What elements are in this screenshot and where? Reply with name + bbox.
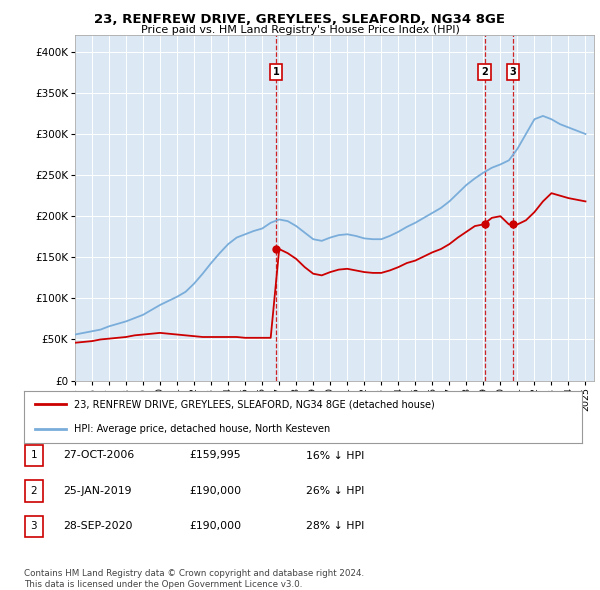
- Text: 27-OCT-2006: 27-OCT-2006: [63, 451, 134, 460]
- Text: This data is licensed under the Open Government Licence v3.0.: This data is licensed under the Open Gov…: [24, 579, 302, 589]
- Text: 26% ↓ HPI: 26% ↓ HPI: [306, 486, 364, 496]
- Text: 25-JAN-2019: 25-JAN-2019: [63, 486, 131, 496]
- Text: 23, RENFREW DRIVE, GREYLEES, SLEAFORD, NG34 8GE: 23, RENFREW DRIVE, GREYLEES, SLEAFORD, N…: [95, 13, 505, 26]
- Text: 16% ↓ HPI: 16% ↓ HPI: [306, 451, 364, 460]
- Text: 28% ↓ HPI: 28% ↓ HPI: [306, 522, 364, 531]
- Text: 2: 2: [31, 486, 37, 496]
- Text: 3: 3: [31, 522, 37, 531]
- Text: 28-SEP-2020: 28-SEP-2020: [63, 522, 133, 531]
- Text: 2: 2: [481, 67, 488, 77]
- Text: 23, RENFREW DRIVE, GREYLEES, SLEAFORD, NG34 8GE (detached house): 23, RENFREW DRIVE, GREYLEES, SLEAFORD, N…: [74, 399, 435, 409]
- Text: Contains HM Land Registry data © Crown copyright and database right 2024.: Contains HM Land Registry data © Crown c…: [24, 569, 364, 578]
- Text: 3: 3: [510, 67, 517, 77]
- Text: 1: 1: [273, 67, 280, 77]
- Text: Price paid vs. HM Land Registry's House Price Index (HPI): Price paid vs. HM Land Registry's House …: [140, 25, 460, 35]
- Text: £190,000: £190,000: [189, 522, 241, 531]
- Text: HPI: Average price, detached house, North Kesteven: HPI: Average price, detached house, Nort…: [74, 424, 331, 434]
- Text: £190,000: £190,000: [189, 486, 241, 496]
- Text: 1: 1: [31, 451, 37, 460]
- Text: £159,995: £159,995: [189, 451, 241, 460]
